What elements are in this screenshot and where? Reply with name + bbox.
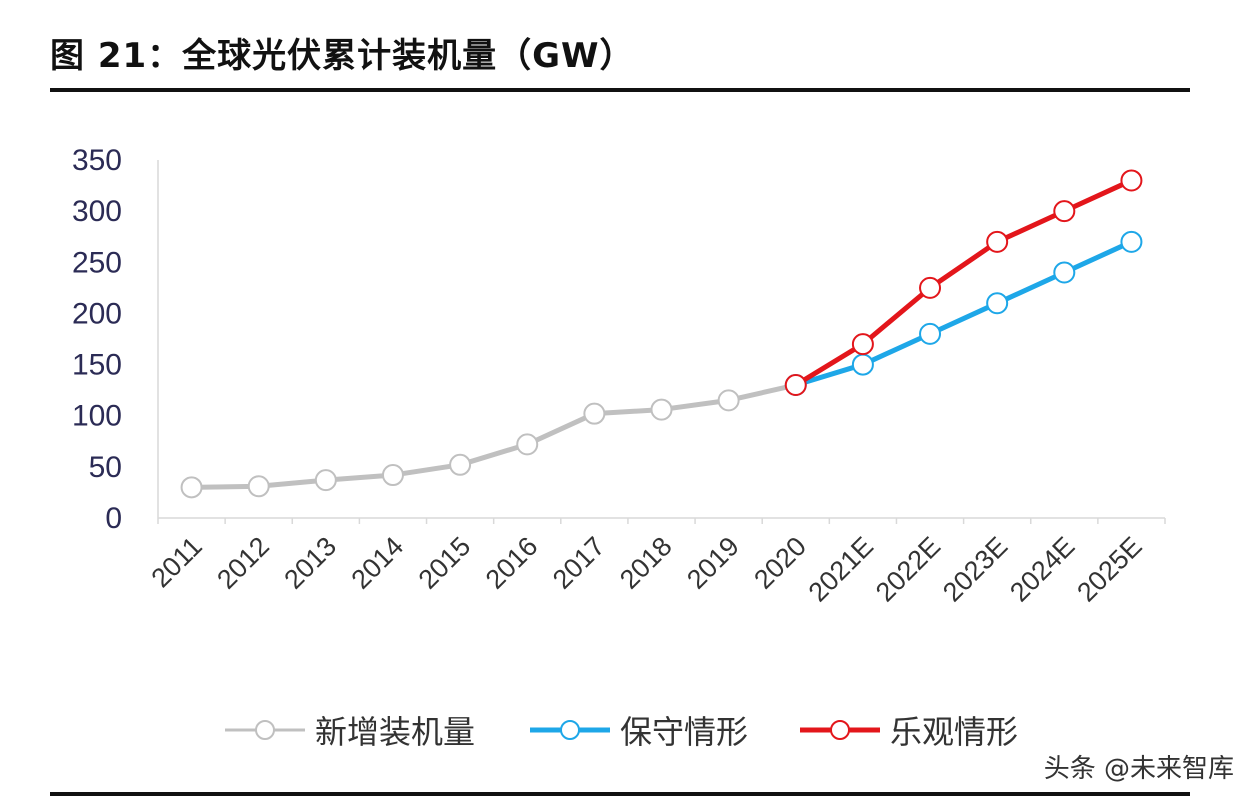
x-tick-label: 2011 [146,531,208,593]
data-point [516,433,539,456]
footer-divider [50,792,1190,796]
data-point [314,469,337,492]
x-tick-label: 2025E [1071,531,1147,607]
chart-title: 图 21：全球光伏累计装机量（GW） [50,36,635,76]
legend-marker [255,720,275,740]
series-line [191,382,797,490]
x-tick-label: 2022E [870,531,946,607]
title-divider [50,88,1190,92]
data-point [180,476,203,499]
series-line [794,178,1133,388]
data-point [1120,230,1143,253]
data-point [650,398,673,421]
x-tick-label: 2015 [413,531,477,595]
y-tick-label: 350 [72,144,122,177]
legend-label: 保守情形 [620,713,748,751]
data-point [986,292,1009,315]
legend-label: 乐观情形 [890,713,1018,751]
y-tick-label: 100 [72,400,122,433]
x-tick-label: 2019 [681,531,745,595]
data-point [1053,200,1076,223]
data-point [919,322,942,345]
data-point [919,276,942,299]
data-point [449,453,472,476]
data-point [717,389,740,412]
x-tick-label: 2018 [614,531,678,595]
x-tick-label: 2012 [211,531,275,595]
y-tick-label: 50 [89,451,122,484]
y-tick-label: 0 [105,502,122,535]
data-point [1053,261,1076,284]
x-tick-label: 2021E [803,531,879,607]
data-point [986,230,1009,253]
x-tick-label: 2016 [480,531,544,595]
series-line [795,239,1133,388]
legend-marker [560,720,580,740]
data-point [851,333,874,356]
watermark: 头条 @未来智库 [1043,754,1234,784]
data-point [381,464,404,487]
data-point [784,374,807,397]
x-tick-label: 2014 [346,531,410,595]
data-point [851,353,874,376]
y-tick-label: 200 [72,297,122,330]
y-tick-label: 150 [72,349,122,382]
data-point [583,402,606,425]
y-tick-label: 250 [72,246,122,279]
x-tick-label: 2013 [278,531,342,595]
y-tick-label: 300 [72,195,122,228]
data-point [247,475,270,498]
x-tick-label: 2023E [937,531,1013,607]
x-tick-label: 2017 [547,531,611,595]
x-tick-label: 2024E [1004,531,1080,607]
legend-marker [830,720,850,740]
data-point [1120,169,1143,192]
legend-label: 新增装机量 [315,713,475,751]
